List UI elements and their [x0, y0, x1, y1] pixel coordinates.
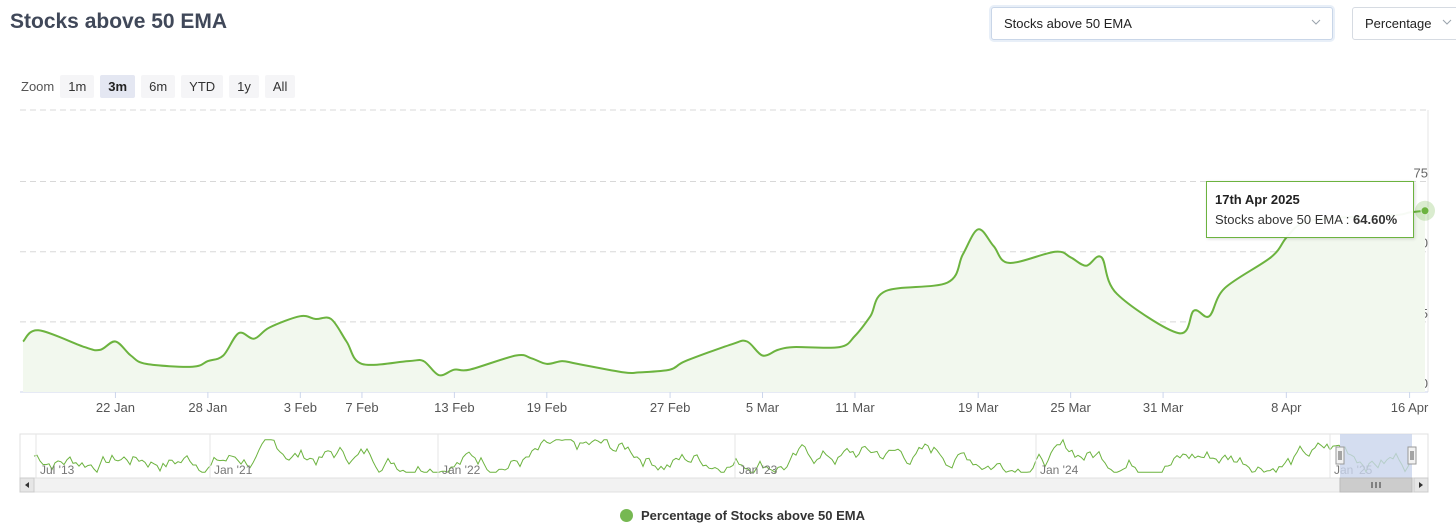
zoom-6m-button[interactable]: 6m [141, 74, 176, 98]
navigator-label: Jan '24 [1040, 463, 1079, 477]
zoom-all-button[interactable]: All [264, 74, 296, 98]
tooltip-line: Stocks above 50 EMA : 64.60% [1215, 212, 1397, 227]
chevron-right-icon [1419, 482, 1423, 488]
tooltip-value: 64.60% [1353, 212, 1398, 227]
chevron-down-icon [1442, 19, 1452, 25]
x-tick-label: 31 Mar [1143, 400, 1184, 415]
y-tick-label: 75 [1414, 166, 1428, 181]
zoom-label: Zoom [21, 78, 55, 94]
zoom-ytd-button[interactable]: YTD [181, 74, 224, 98]
navigator-label: Jan '21 [214, 463, 253, 477]
navigator-handle[interactable] [1335, 446, 1345, 465]
tooltip-date: 17th Apr 2025 [1215, 192, 1300, 207]
mode-select-value: Percentage [1365, 16, 1432, 31]
navigator-label: Jan '23 [739, 463, 778, 477]
metric-select-value: Stocks above 50 EMA [1004, 16, 1132, 31]
scrollbar-track [19, 477, 1429, 493]
zoom-1y-button[interactable]: 1y [229, 74, 259, 98]
legend-label: Percentage of Stocks above 50 EMA [641, 508, 865, 523]
x-tick-label: 16 Apr [1391, 400, 1429, 415]
x-tick-label: 28 Jan [188, 400, 227, 415]
data-point [1420, 206, 1430, 216]
metric-select[interactable]: Stocks above 50 EMA [991, 7, 1333, 40]
navigator-label: Jul '13 [40, 463, 75, 477]
zoom-bar: Zoom 1m 3m 6m YTD 1y All [21, 74, 301, 98]
page-title: Stocks above 50 EMA [10, 10, 228, 33]
hover-halo [1415, 200, 1435, 221]
x-tick-label: 27 Feb [650, 400, 690, 415]
chart-tooltip: 17th Apr 2025 Stocks above 50 EMA : 64.6… [1206, 181, 1414, 238]
x-tick-label: 25 Mar [1050, 400, 1091, 415]
navigator-selection [1340, 434, 1412, 478]
series-area [23, 210, 1425, 392]
zoom-3m-button[interactable]: 3m [100, 74, 136, 98]
legend-dot [620, 509, 633, 522]
zoom-1m-button[interactable]: 1m [60, 74, 95, 98]
x-tick-label: 19 Mar [958, 400, 999, 415]
tooltip-series-label: Stocks above 50 EMA : [1215, 212, 1354, 227]
navigator-series [33, 438, 1415, 474]
x-tick-label: 3 Feb [284, 400, 317, 415]
chevron-down-icon [1311, 19, 1321, 25]
navigator-label: Jan '22 [442, 463, 481, 477]
x-tick-label: 13 Feb [434, 400, 474, 415]
x-tick-label: 8 Apr [1271, 400, 1302, 415]
mode-select[interactable]: Percentage [1352, 7, 1456, 40]
series-line [22, 209, 1426, 377]
navigator-handle[interactable] [1407, 446, 1417, 465]
x-tick-label: 22 Jan [96, 400, 135, 415]
chevron-left-icon [25, 482, 29, 488]
x-tick-label: 7 Feb [345, 400, 378, 415]
x-tick-label: 5 Mar [746, 400, 780, 415]
chart-legend[interactable]: Percentage of Stocks above 50 EMA [620, 508, 865, 523]
x-tick-label: 19 Feb [527, 400, 567, 415]
x-tick-label: 11 Mar [835, 400, 875, 415]
